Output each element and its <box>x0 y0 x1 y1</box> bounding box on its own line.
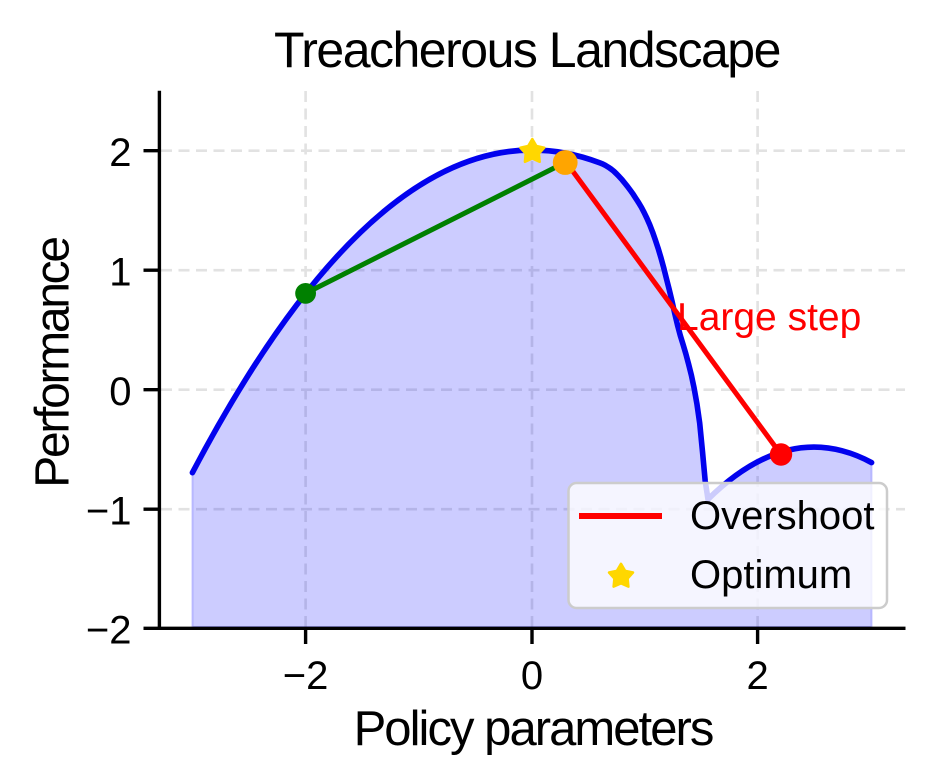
svg-text:Optimum: Optimum <box>690 553 852 597</box>
svg-text:−2: −2 <box>283 654 329 698</box>
svg-text:−2: −2 <box>86 609 132 653</box>
svg-text:0: 0 <box>521 654 543 698</box>
svg-text:1: 1 <box>109 251 131 295</box>
svg-text:2: 2 <box>746 654 768 698</box>
svg-text:Policy parameters: Policy parameters <box>354 702 713 756</box>
svg-text:2: 2 <box>109 131 131 175</box>
svg-text:−1: −1 <box>86 490 132 534</box>
svg-text:Overshoot: Overshoot <box>690 494 875 538</box>
svg-text:Performance: Performance <box>27 238 80 488</box>
svg-text:Treacherous Landscape: Treacherous Landscape <box>274 22 780 78</box>
svg-text:0: 0 <box>109 370 131 414</box>
svg-text:Large step: Large step <box>677 296 861 339</box>
